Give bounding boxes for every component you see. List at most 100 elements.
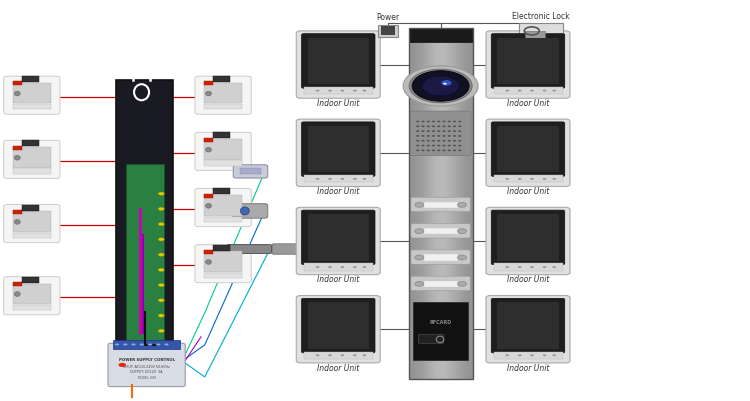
Text: Indoor Unit: Indoor Unit xyxy=(507,364,549,373)
Bar xyxy=(416,28,418,379)
Bar xyxy=(204,160,242,166)
Bar xyxy=(432,28,435,379)
Circle shape xyxy=(328,178,332,180)
Circle shape xyxy=(316,266,320,268)
Circle shape xyxy=(422,76,459,96)
Circle shape xyxy=(427,140,430,142)
Circle shape xyxy=(158,284,164,287)
Circle shape xyxy=(432,126,435,127)
Circle shape xyxy=(432,121,435,122)
Circle shape xyxy=(437,130,440,132)
Bar xyxy=(427,28,430,379)
Circle shape xyxy=(453,130,456,132)
Circle shape xyxy=(427,145,430,146)
FancyBboxPatch shape xyxy=(491,122,565,176)
Circle shape xyxy=(415,282,424,286)
Circle shape xyxy=(437,135,440,137)
Circle shape xyxy=(552,266,556,268)
Circle shape xyxy=(437,121,440,122)
Bar xyxy=(304,263,373,271)
Ellipse shape xyxy=(206,259,212,264)
FancyBboxPatch shape xyxy=(302,298,375,353)
Circle shape xyxy=(543,266,547,268)
Circle shape xyxy=(427,130,430,132)
FancyBboxPatch shape xyxy=(486,207,570,275)
Circle shape xyxy=(422,150,424,151)
Circle shape xyxy=(340,354,344,356)
Bar xyxy=(308,302,369,349)
Circle shape xyxy=(427,126,430,127)
Bar xyxy=(204,194,213,198)
Circle shape xyxy=(518,266,521,268)
Circle shape xyxy=(415,229,424,233)
Text: Indoor Unit: Indoor Unit xyxy=(317,364,359,373)
Circle shape xyxy=(448,145,451,146)
Circle shape xyxy=(448,140,451,142)
Bar xyxy=(497,214,559,261)
Text: OUTPUT: DC12V  3A: OUTPUT: DC12V 3A xyxy=(130,370,163,374)
Circle shape xyxy=(340,178,344,180)
Circle shape xyxy=(506,354,509,356)
Text: Indoor Unit: Indoor Unit xyxy=(507,99,549,108)
Bar xyxy=(304,175,373,182)
Ellipse shape xyxy=(206,203,212,208)
Bar xyxy=(214,245,230,251)
Circle shape xyxy=(123,343,128,346)
Circle shape xyxy=(530,266,534,268)
Circle shape xyxy=(530,354,534,356)
Circle shape xyxy=(427,121,430,122)
Bar xyxy=(419,28,422,379)
Circle shape xyxy=(442,121,446,122)
Bar xyxy=(378,25,398,37)
Circle shape xyxy=(158,329,164,332)
Circle shape xyxy=(118,363,125,367)
Bar xyxy=(13,146,22,150)
Circle shape xyxy=(448,126,451,127)
Bar xyxy=(113,340,180,349)
Circle shape xyxy=(422,145,424,146)
Bar xyxy=(13,147,51,168)
Bar xyxy=(381,26,394,35)
FancyBboxPatch shape xyxy=(302,210,375,265)
Circle shape xyxy=(530,89,534,92)
FancyBboxPatch shape xyxy=(195,132,251,170)
Bar xyxy=(116,80,172,353)
Bar xyxy=(304,87,373,94)
Bar xyxy=(468,28,471,379)
Circle shape xyxy=(353,178,357,180)
Bar xyxy=(417,28,420,379)
Text: MODEL: K80: MODEL: K80 xyxy=(137,376,156,380)
Circle shape xyxy=(518,89,521,92)
Circle shape xyxy=(158,299,164,302)
Ellipse shape xyxy=(240,207,249,215)
FancyBboxPatch shape xyxy=(411,197,470,212)
Bar xyxy=(409,28,412,379)
Circle shape xyxy=(518,178,521,180)
Circle shape xyxy=(458,121,461,122)
Circle shape xyxy=(552,89,556,92)
Circle shape xyxy=(416,130,419,132)
Bar xyxy=(462,28,465,379)
Bar xyxy=(22,140,39,146)
Circle shape xyxy=(453,121,456,122)
Circle shape xyxy=(416,140,419,142)
Circle shape xyxy=(362,354,366,356)
Text: RFCARD: RFCARD xyxy=(430,320,451,324)
FancyBboxPatch shape xyxy=(195,188,251,227)
Circle shape xyxy=(543,178,547,180)
Circle shape xyxy=(458,255,466,260)
Circle shape xyxy=(448,121,451,122)
Bar xyxy=(22,277,39,283)
Bar xyxy=(22,205,39,211)
FancyBboxPatch shape xyxy=(519,23,562,43)
Bar xyxy=(424,28,427,379)
Circle shape xyxy=(416,126,419,127)
Circle shape xyxy=(328,266,332,268)
Circle shape xyxy=(453,145,456,146)
Bar xyxy=(494,87,562,94)
Circle shape xyxy=(458,229,466,233)
Bar xyxy=(525,31,544,41)
Circle shape xyxy=(164,343,169,346)
Circle shape xyxy=(413,71,470,101)
Ellipse shape xyxy=(14,91,20,96)
